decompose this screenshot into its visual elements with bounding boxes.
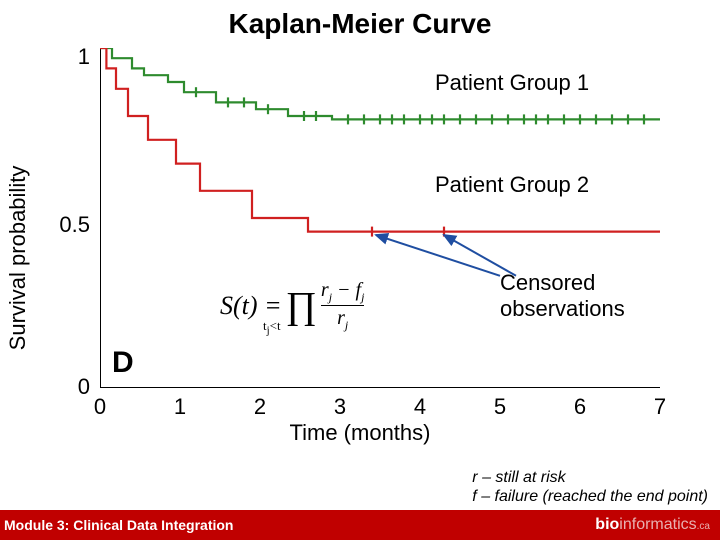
ytick-1: 1 (50, 44, 90, 70)
xtick-3: 3 (334, 394, 346, 420)
legend-r: r – still at risk (472, 468, 708, 487)
legend-f: f – failure (reached the end point) (472, 487, 708, 506)
xtick-2: 2 (254, 394, 266, 420)
xtick-4: 4 (414, 394, 426, 420)
xtick-5: 5 (494, 394, 506, 420)
page-title: Kaplan-Meier Curve (0, 8, 720, 40)
xtick-7: 7 (654, 394, 666, 420)
footer-bar: Module 3: Clinical Data Integration bioi… (0, 510, 720, 540)
plot-svg (100, 48, 660, 388)
label-censored: Censored observations (500, 270, 670, 322)
formula-subscript: tj<t (263, 318, 281, 337)
label-group1: Patient Group 1 (435, 70, 589, 96)
ytick-05: 0.5 (50, 212, 90, 238)
legend-explain: r – still at risk f – failure (reached t… (472, 468, 708, 506)
ytick-0: 0 (50, 374, 90, 400)
footer-module: Module 3: Clinical Data Integration (4, 517, 233, 533)
xtick-6: 6 (574, 394, 586, 420)
xtick-0: 0 (94, 394, 106, 420)
y-axis-label: Survival probability (5, 166, 31, 351)
footer-brand: bioinformatics.ca (595, 516, 710, 534)
km-chart: Survival probability 1 0.5 0 0 1 2 3 4 5… (40, 48, 680, 468)
km-formula: S(t) = ∏ rj − fj rj (220, 280, 364, 331)
panel-letter: D (112, 346, 134, 380)
label-group2: Patient Group 2 (435, 172, 589, 198)
xtick-1: 1 (174, 394, 186, 420)
